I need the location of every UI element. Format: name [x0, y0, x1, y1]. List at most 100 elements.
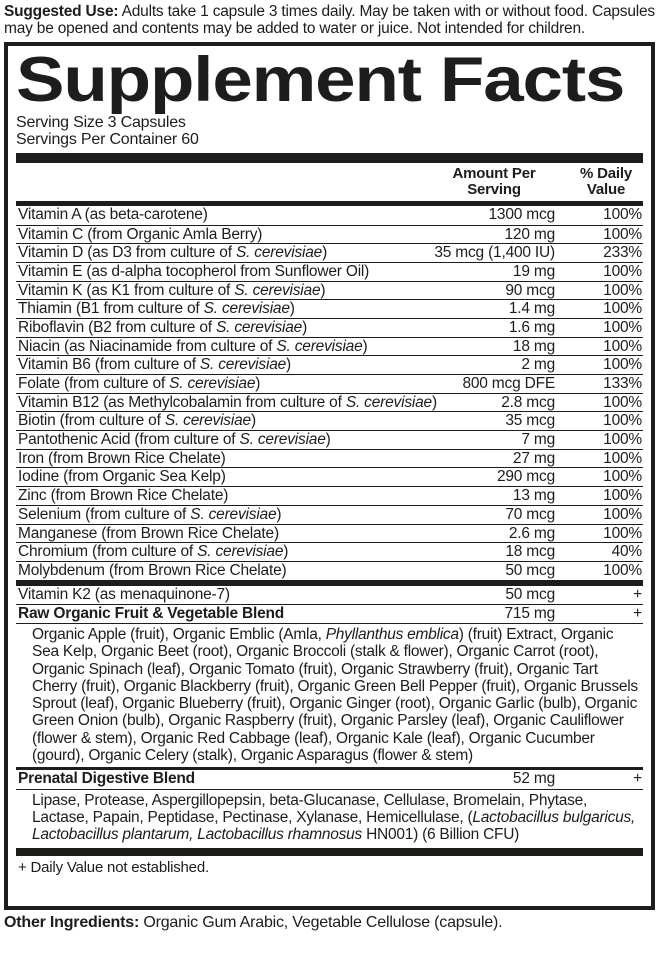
text-segment: Zinc (from Brown Rice Chelate) [18, 487, 229, 505]
nutrient-amount: 52 mg [512, 769, 555, 787]
supplement-facts-panel: Supplement Facts Serving Size 3 Capsules… [4, 41, 655, 910]
nutrient-amount: 19 mg [512, 262, 555, 280]
text-segment: Raw Organic Fruit & Vegetable Blend [18, 605, 285, 623]
thick-divider-bottom [16, 848, 643, 857]
nutrient-row: Vitamin E (as d-alpha tocopherol from Su… [16, 261, 643, 281]
text-segment: ) [286, 356, 292, 374]
suggested-use-paragraph: Suggested Use: Adults take 1 capsule 3 t… [4, 3, 655, 38]
servings-per-container: Servings Per Container 60 [16, 131, 199, 149]
nutrient-row: Manganese (from Brown Rice Chelate) 2.6 m… [16, 523, 643, 543]
text-segment: Vitamin B12 (as Methylcobalamin from cul… [18, 393, 346, 411]
nutrient-name: Manganese (from Brown Rice Chelate) [18, 525, 279, 543]
text-segment: Riboflavin (B2 from culture of [18, 318, 216, 336]
nutrient-daily-value: 133% [603, 375, 642, 392]
nutrient-name: Riboflavin (B2 from culture of S. cerevi… [18, 319, 307, 337]
text-segment: Vitamin E (as d-alpha tocopherol from Su… [18, 262, 370, 280]
text-segment: ) [255, 375, 261, 392]
nutrient-name: Vitamin D (as D3 from culture of S. cere… [18, 244, 327, 262]
latin-name-italic: S. cerevisiae [239, 431, 326, 449]
text-segment: ) [283, 543, 289, 561]
text-segment: ) [322, 244, 328, 262]
text-segment: Vitamin C (from Organic Amla Berry) [18, 225, 263, 243]
text-segment: ) [302, 318, 308, 336]
thick-divider-middle [16, 579, 643, 586]
nutrient-amount: 120 mg [504, 225, 556, 243]
nutrient-daily-value: 100% [603, 262, 642, 280]
digestive-blend-table: Prenatal Digestive Blend 52 mg + [16, 770, 643, 789]
nutrient-amount: 2 mg [521, 356, 555, 374]
nutrient-daily-value: 100% [603, 431, 642, 449]
nutrient-row: Niacin (as Niacinamide from culture of S… [16, 336, 643, 356]
nutrient-row: Zinc (from Brown Rice Chelate) 13 mg 100% [16, 486, 643, 505]
suggested-use-label: Suggested Use: [4, 3, 119, 20]
nutrient-row: Iron (from Brown Rice Chelate) 27 mg 100% [16, 448, 643, 468]
nutrient-amount: 2.8 mcg [501, 393, 555, 411]
nutrient-amount: 1.6 mg [508, 318, 555, 336]
nutrient-name: Vitamin A (as beta-carotene) [18, 206, 208, 224]
nutrient-amount: 18 mg [512, 337, 555, 355]
nutrient-row: Raw Organic Fruit & Vegetable Blend 715 m… [16, 604, 643, 623]
text-segment: Manganese (from Brown Rice Chelate) [18, 524, 279, 542]
nutrient-row: Vitamin B6 (from culture of S. cerevisia… [16, 355, 643, 374]
text-segment: Prenatal Digestive Blend [18, 769, 195, 787]
nutrient-row: Riboflavin (B2 from culture of S. cerevi… [16, 317, 643, 337]
nutrient-name: Vitamin B12 (as Methylcobalamin from cul… [18, 394, 437, 412]
digestive-blend-ingredients: Lipase, Protease, Aspergillopepsin, beta… [16, 788, 643, 847]
nutrient-name: Vitamin C (from Organic Amla Berry) [18, 226, 262, 244]
nutrient-name: Folate (from culture of S. cerevisiae) [18, 375, 260, 393]
nutrient-row: Prenatal Digestive Blend 52 mg + [16, 770, 643, 789]
text-segment: Selenium (from culture of [18, 505, 191, 523]
nutrient-row: Folate (from culture of S. cerevisiae) 80… [16, 374, 643, 393]
nutrient-amount: 90 mcg [505, 281, 555, 299]
fruit-blend-ingredients: Organic Apple (fruit), Organic Emblic (A… [16, 622, 643, 767]
nutrient-daily-value: 100% [603, 337, 642, 355]
nutrient-daily-value: + [633, 605, 642, 623]
column-header-row: Amount Per Serving % Daily Value [16, 163, 643, 201]
text-segment: Chromium (from culture of [18, 543, 198, 561]
text-segment: Iron (from Brown Rice Chelate) [18, 449, 226, 467]
text-segment: ) [431, 393, 437, 411]
text-segment: Vitamin D (as D3 from culture of [18, 244, 236, 262]
other-ingredients-text: Organic Gum Arabic, Vegetable Cellulose … [139, 913, 503, 931]
nutrient-row: Vitamin K (as K1 from culture of S. cere… [16, 280, 643, 300]
text-segment: Vitamin B6 (from culture of [18, 356, 200, 374]
nutrient-daily-value: + [633, 769, 642, 787]
nutrient-name: Thiamin (B1 from culture of S. cerevisia… [18, 300, 295, 318]
nutrient-amount: 1300 mcg [488, 205, 556, 223]
text-segment: ) [289, 300, 295, 318]
nutrient-amount: 27 mg [512, 449, 555, 467]
latin-name-italic: S. cerevisiae [215, 318, 303, 336]
nutrient-row: Vitamin D (as D3 from culture of S. cere… [16, 243, 643, 262]
nutrient-name: Iron (from Brown Rice Chelate) [18, 450, 226, 468]
nutrient-name: Raw Organic Fruit & Vegetable Blend [18, 605, 284, 623]
latin-name-italic: Lactobacillus bulgaricus, Lactobacillus … [32, 808, 636, 844]
nutrient-row: Vitamin B12 (as Methylcobalamin from cul… [16, 392, 643, 412]
text-segment: Lipase, Protease, Aspergillopepsin, beta… [32, 791, 588, 826]
latin-name-italic: S. cerevisiae [169, 375, 256, 392]
text-segment: Iodine (from Organic Sea Kelp) [18, 468, 226, 486]
nutrient-amount: 1.4 mg [508, 300, 555, 318]
latin-name-italic: S. cerevisiae [197, 543, 284, 561]
nutrient-table: Vitamin A (as beta-carotene) 1300 mcg 100%… [16, 206, 643, 580]
nutrient-daily-value: 100% [603, 412, 642, 430]
nutrient-row: Vitamin A (as beta-carotene) 1300 mcg 100% [16, 206, 643, 225]
latin-name-italic: S. cerevisiae [190, 505, 277, 523]
nutrient-row: Vitamin C (from Organic Amla Berry) 120 m… [16, 224, 643, 244]
nutrient-amount: 50 mcg [505, 561, 555, 579]
nutrient-amount: 35 mcg [505, 412, 555, 430]
latin-name-italic: S. cerevisiae [276, 337, 363, 355]
nutrient-amount: 2.6 mg [508, 524, 555, 542]
serving-info: Serving Size 3 Capsules Servings Per Con… [16, 114, 643, 149]
latin-name-italic: S. cerevisiae [234, 281, 321, 299]
nutrient-daily-value: 100% [603, 561, 642, 579]
text-segment: ) [362, 337, 368, 355]
nutrient-amount: 35 mcg (1,400 IU) [434, 244, 555, 262]
nutrient-name: Pantothenic Acid (from culture of S. cer… [18, 431, 331, 449]
text-segment: ) [276, 505, 282, 523]
nutrient-daily-value: + [633, 585, 642, 603]
nutrient-daily-value: 100% [603, 356, 642, 374]
nutrient-daily-value: 100% [603, 449, 642, 467]
nutrient-daily-value: 100% [603, 300, 642, 318]
latin-name-italic: S. cerevisiae [235, 244, 323, 262]
nutrient-name: Zinc (from Brown Rice Chelate) [18, 487, 228, 505]
